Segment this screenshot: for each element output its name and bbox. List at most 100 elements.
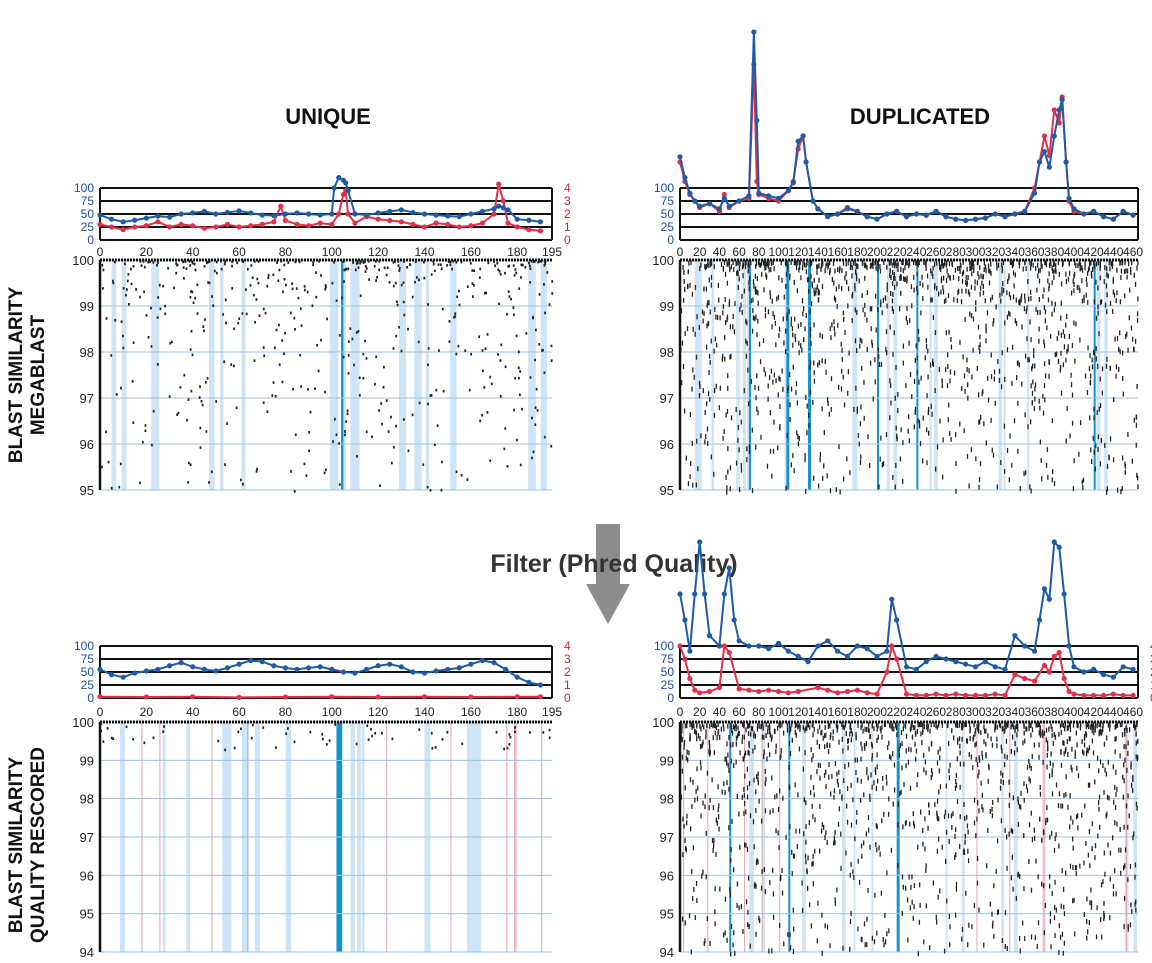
scatter-point (182, 277, 185, 280)
red-series-point (398, 219, 404, 225)
blue-series-point (736, 198, 742, 204)
red-series-point (306, 223, 312, 229)
blue-series-point (803, 159, 809, 165)
blue-series-point (766, 646, 772, 652)
scatter-point (141, 440, 144, 444)
scatter-point (353, 363, 355, 367)
highlight-stripe-light (450, 260, 457, 490)
scatter-point (433, 443, 436, 447)
scatter-point (207, 281, 210, 284)
blue-series-point (972, 664, 979, 670)
scatter-point (152, 409, 155, 413)
scatter-point (528, 264, 531, 268)
blue-series-point (1041, 586, 1048, 592)
red-series-point (387, 217, 393, 224)
scatter-point (110, 736, 113, 740)
scatter-point (400, 349, 403, 353)
scatter-point (308, 431, 311, 434)
blue-series-point (282, 665, 289, 671)
scatter-point (143, 290, 145, 294)
x-tick-label: 160 (828, 705, 848, 719)
scatter-point (184, 260, 187, 263)
scatter-point (374, 731, 377, 735)
blue-series-point (259, 212, 265, 218)
scatter-point (423, 260, 425, 264)
red-series-point (468, 223, 474, 229)
scatter-point (538, 343, 541, 346)
scatter-point (293, 740, 296, 744)
scatter-point (448, 340, 451, 343)
scatter-y-tick-label: 96 (660, 437, 674, 452)
scatter-point (271, 394, 274, 397)
scatter-point (385, 399, 388, 402)
blue-series-point (224, 209, 231, 216)
scatter-point (398, 325, 400, 329)
red-series-point (1110, 691, 1116, 697)
scatter-point (383, 266, 386, 270)
x-tick-label: 40 (186, 245, 200, 259)
highlight-stripe-light (1096, 260, 1101, 490)
red-series-point (716, 685, 722, 691)
left-axis-tick-label: 0 (667, 691, 674, 705)
red-series-point (884, 669, 890, 675)
scatter-point (191, 260, 194, 264)
x-tick-label: 0 (677, 245, 684, 259)
scatter-point (347, 340, 350, 343)
blue-series-point (1130, 666, 1136, 673)
blue-series-point (790, 180, 796, 186)
x-tick-label: 200 (867, 245, 887, 259)
scatter-point (210, 470, 213, 474)
x-tick-label: 80 (279, 705, 293, 719)
red-series-point (329, 694, 335, 700)
x-tick-label: 300 (965, 705, 985, 719)
blue-series-point (1061, 591, 1067, 597)
scatter-point (423, 276, 426, 280)
blue-series-point (795, 653, 801, 660)
scatter-point (156, 316, 159, 319)
x-tick-label: 120 (368, 245, 388, 259)
scatter-y-tick-label: 96 (660, 868, 674, 883)
red-series-point (1071, 691, 1077, 697)
scatter-point (417, 340, 420, 344)
scatter-point (127, 273, 130, 276)
x-tick-label: 20 (140, 245, 154, 259)
red-series-point (97, 221, 103, 227)
scatter-point (489, 459, 492, 462)
scatter-point (168, 395, 171, 398)
scatter-point (433, 269, 436, 273)
blue-series-point (687, 648, 693, 654)
blue-series-point (1012, 633, 1018, 639)
row2-side-label: BLAST SIMILARITY QUALITY RESCORED (6, 747, 49, 943)
scatter-point (150, 443, 153, 447)
scatter-point (464, 349, 467, 352)
scatter-point (432, 262, 435, 266)
scatter-point (365, 357, 368, 360)
x-tick-label: 360 (1025, 705, 1045, 719)
scatter-point (418, 278, 420, 282)
scatter-point (147, 336, 150, 339)
blue-series-point (963, 661, 969, 667)
blue-series-point (294, 210, 300, 216)
blue-series-point (933, 653, 939, 660)
highlight-stripe-light (415, 260, 422, 490)
scatter-point (430, 731, 433, 735)
left-axis-tick-label: 100 (654, 639, 674, 653)
scatter-y-tick-label: 99 (80, 753, 94, 768)
x-tick-label: 20 (693, 245, 707, 259)
blue-series-point (201, 666, 207, 673)
scatter-point (532, 450, 535, 454)
scatter-point (262, 346, 265, 349)
scatter-point (530, 260, 533, 263)
scatter-point (374, 260, 377, 263)
scatter-point (529, 280, 532, 284)
scatter-point (440, 267, 443, 271)
highlight-stripe-light (399, 260, 406, 490)
scatter-point (478, 276, 481, 279)
x-tick-label: 420 (1084, 705, 1104, 719)
scatter-point (370, 727, 372, 731)
scatter-point (395, 424, 398, 428)
blue-series-point (331, 185, 337, 191)
scatter-point (233, 746, 236, 750)
blue-series-point (336, 175, 342, 181)
